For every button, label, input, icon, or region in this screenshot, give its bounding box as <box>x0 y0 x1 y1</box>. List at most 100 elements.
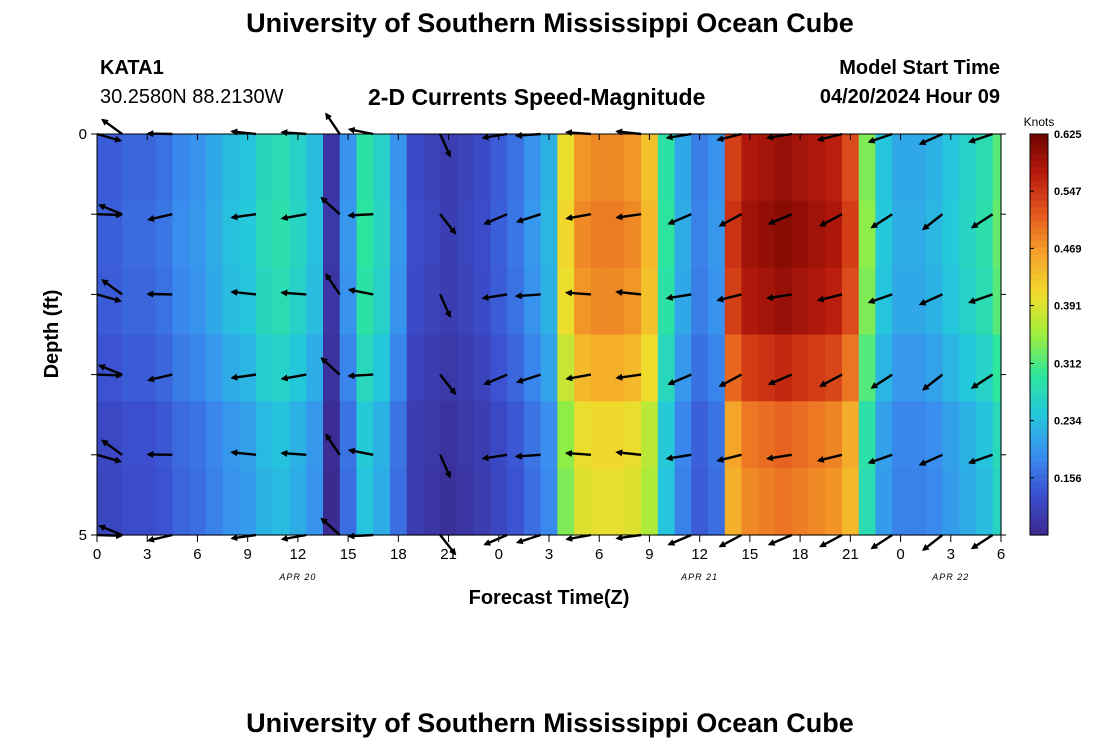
heatmap-cell <box>306 401 324 469</box>
current-vector-arrow <box>921 213 944 231</box>
heatmap-cell <box>389 468 408 536</box>
heatmap-cell <box>423 334 441 402</box>
heatmap-cell <box>256 134 274 202</box>
colorbar-segment <box>1030 361 1048 369</box>
current-vector-arrow <box>101 439 123 456</box>
current-vector-arrow <box>819 533 843 548</box>
heatmap-cell <box>557 468 575 536</box>
x-tick-label: 18 <box>792 546 809 563</box>
y-tick-label: 0 <box>79 126 87 143</box>
colorbar-segment <box>1030 521 1048 529</box>
heatmap-cell <box>222 267 240 336</box>
colorbar-segment <box>1030 234 1048 242</box>
colorbar-tick-label: 0.234 <box>1054 416 1082 428</box>
current-vector-arrow <box>718 533 743 548</box>
heatmap-cell <box>607 267 625 336</box>
colorbar-segment <box>1030 528 1048 536</box>
heatmap-cell <box>875 134 893 202</box>
current-vector-arrow <box>96 371 123 379</box>
current-vector-arrow <box>230 449 257 457</box>
x-tick-label: 0 <box>93 546 101 563</box>
current-vector-arrow <box>280 373 307 382</box>
current-vector-arrow <box>968 132 993 144</box>
colorbar-segment <box>1030 140 1048 148</box>
heatmap-cell <box>590 401 609 469</box>
colorbar-segment <box>1030 294 1048 302</box>
current-vector-arrow <box>766 453 792 462</box>
heatmap-cell <box>825 267 843 336</box>
heatmap-cell <box>841 200 860 269</box>
heatmap-cell <box>323 200 341 269</box>
heatmap-cell <box>540 200 558 269</box>
heatmap-cell <box>808 334 826 402</box>
heatmap-cell <box>942 401 960 469</box>
current-vector-arrow <box>481 132 508 141</box>
colorbar-segment <box>1030 448 1048 456</box>
heatmap-cell <box>590 334 609 402</box>
heatmap-cell <box>775 267 793 336</box>
colorbar-segment <box>1030 461 1048 469</box>
x-tick-label: 18 <box>390 546 407 563</box>
current-vector-arrow <box>565 373 592 382</box>
heatmap-cell <box>406 200 425 269</box>
current-vector-arrow <box>514 452 541 460</box>
current-vector-arrow <box>970 373 994 389</box>
current-vector-arrow <box>918 132 943 145</box>
heatmap-cell <box>373 401 391 469</box>
heatmap-cell <box>373 200 391 269</box>
colorbar-segment <box>1030 147 1048 155</box>
heatmap-cell <box>490 334 508 402</box>
heatmap-cell <box>205 401 224 469</box>
heatmap-cell <box>959 200 977 269</box>
heatmap-cell <box>708 468 726 536</box>
heatmap-cell <box>473 200 492 269</box>
heatmap-cell <box>456 334 475 402</box>
heatmap-cell <box>356 468 374 536</box>
current-vector-arrow <box>230 533 257 542</box>
heatmap-cell <box>155 134 173 202</box>
colorbar-segment <box>1030 301 1048 309</box>
current-vector-arrow <box>347 447 374 456</box>
station-coordinates: 30.2580N 88.2130W <box>100 86 284 108</box>
heatmap-cell <box>440 468 458 536</box>
heatmap-cell <box>189 200 207 269</box>
heatmap-cell <box>674 200 692 269</box>
heatmap-cell <box>205 334 224 402</box>
heatmap-cell <box>239 200 257 269</box>
heatmap-cell <box>724 267 743 336</box>
heatmap-cell <box>222 468 240 536</box>
heatmap-cell <box>975 200 994 269</box>
heatmap-cell <box>272 267 291 336</box>
x-tick-label: 6 <box>595 546 603 563</box>
heatmap-cell <box>975 134 994 202</box>
heatmap-cell <box>925 468 944 536</box>
heatmap-cell <box>758 334 776 402</box>
heatmap-cell <box>791 468 810 536</box>
heatmap-cell <box>908 401 927 469</box>
heatmap-cell <box>825 134 843 202</box>
heatmap-cell <box>557 267 575 336</box>
colorbar-segment <box>1030 474 1048 483</box>
colorbar-segment <box>1030 381 1048 389</box>
heatmap-cell <box>172 134 190 202</box>
heatmap-cell <box>456 468 475 536</box>
heatmap-cell <box>708 401 726 469</box>
heatmap-cell <box>339 401 358 469</box>
current-vector-arrow <box>665 453 692 462</box>
current-vector-arrow <box>766 132 792 141</box>
current-vector-arrow <box>101 118 123 135</box>
heatmap-cell <box>205 267 224 336</box>
heatmap-cell <box>423 200 441 269</box>
current-vector-arrow <box>230 288 257 296</box>
heatmap-cell <box>389 134 408 202</box>
heatmap-cell <box>590 200 609 269</box>
current-vector-arrow <box>280 533 307 542</box>
heatmap-cell <box>674 334 692 402</box>
heatmap-cell <box>323 468 341 536</box>
current-vector-arrow <box>667 213 692 225</box>
colorbar-segment <box>1030 154 1048 162</box>
heatmap-cell <box>373 267 391 336</box>
heatmap-cell <box>892 334 910 402</box>
heatmap-cell <box>155 468 173 536</box>
colorbar-segment <box>1030 287 1048 295</box>
